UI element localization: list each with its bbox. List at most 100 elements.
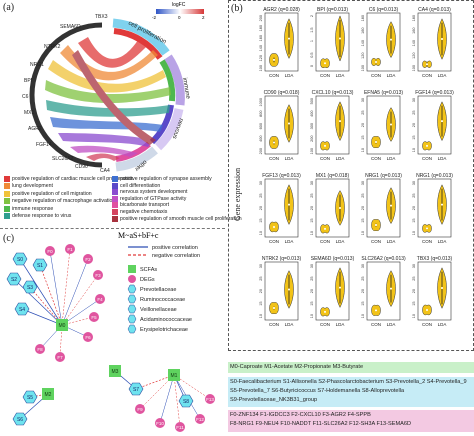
violin-median bbox=[324, 144, 326, 147]
gene-label: SEMA6D bbox=[60, 24, 81, 30]
gene-label: NTRK2 bbox=[44, 44, 61, 50]
y-tick-label: 15 bbox=[361, 136, 365, 140]
y-tick-label: 200 bbox=[259, 148, 263, 154]
deg-node-label: F2 bbox=[85, 257, 91, 262]
subplot-title: EFNA5 (q=0.013) bbox=[364, 90, 403, 96]
y-tick-label: 15 bbox=[412, 302, 416, 306]
deg-node bbox=[89, 312, 99, 322]
gene-label: C6 bbox=[22, 94, 29, 100]
deg-node bbox=[93, 270, 103, 280]
violin-panel: (b) Gene expression AGR2 (q=0.028) 200 180… bbox=[228, 0, 474, 351]
deg-node-label: F11 bbox=[176, 425, 184, 430]
violin-subplot: CA4 (q=0.013)180 160 140 120 100 CON LDA bbox=[412, 7, 452, 78]
legend-swatch bbox=[112, 182, 118, 189]
violin-median bbox=[441, 203, 443, 206]
y-tick-label: 200 bbox=[259, 15, 263, 21]
y-tick-label: 30 bbox=[361, 264, 365, 268]
panel-label-a: (a) bbox=[3, 2, 15, 13]
network-edge bbox=[13, 278, 63, 326]
term-legend-item: immune response bbox=[4, 205, 54, 212]
term-legend-item: positive regulation of smooth muscle cel… bbox=[112, 215, 242, 222]
network-panel: (c) M~aS+bF+c positive correlation negati… bbox=[0, 228, 225, 435]
panel-label-b: (b) bbox=[231, 3, 243, 14]
y-tick-label: 30 bbox=[361, 181, 365, 185]
violin-median bbox=[273, 225, 275, 228]
y-tick-label: 20 bbox=[412, 206, 416, 210]
y-tick-label: 140 bbox=[259, 45, 263, 51]
y-tick-label: 25 bbox=[361, 194, 365, 198]
x-tick-label: LDA bbox=[336, 156, 345, 161]
legend-label: positive regulation of smooth muscle cel… bbox=[120, 215, 242, 222]
deg-node-label: F6 bbox=[85, 335, 91, 340]
term-legend-item: nervous system development bbox=[112, 189, 187, 196]
legend-label: positive regulation of cardiac muscle ce… bbox=[12, 176, 134, 182]
bacteria-node-label: S4 bbox=[19, 307, 25, 313]
bacteria-node bbox=[32, 258, 48, 272]
violin-median bbox=[273, 58, 275, 61]
violin-median bbox=[426, 227, 428, 230]
bacteria-node-label: S2 bbox=[11, 277, 17, 283]
x-tick-label: LDA bbox=[285, 239, 294, 244]
subplot-title: BPI (q=0.013) bbox=[317, 7, 348, 13]
x-tick-label: LDA bbox=[387, 239, 396, 244]
color-key-tick: -2 bbox=[152, 15, 157, 20]
violin-median bbox=[390, 38, 392, 41]
subplot-title: CA4 (q=0.013) bbox=[418, 7, 451, 13]
violin-subplot: FGF13 (q=0.013) 30 25 20 15 10 CON LDA bbox=[259, 173, 301, 244]
subplot-title: FGF13 (q=0.013) bbox=[262, 173, 301, 179]
bacteria-node bbox=[12, 412, 28, 426]
violin-subplot: NTRK2 (q=0.013) 30 25 20 15 10 CON LDA bbox=[259, 256, 301, 327]
deg-node-label: F12 bbox=[196, 417, 204, 422]
gene-label: TBX3 bbox=[95, 14, 108, 20]
x-tick-label: CON bbox=[422, 322, 432, 327]
violin-subplot: BPI (q=0.013)2 1.5 1 0.5 0 CON LDA bbox=[310, 7, 350, 78]
violin-median bbox=[339, 120, 341, 123]
y-tick-label: 10 bbox=[310, 231, 314, 235]
deg-node-label: F8 bbox=[37, 347, 43, 352]
node-legend-swatch bbox=[127, 304, 137, 314]
y-tick-label: 15 bbox=[310, 302, 314, 306]
color-key-tick: 0 bbox=[178, 15, 181, 20]
gene-label: FGF14 bbox=[36, 142, 52, 148]
y-tick-label: 0 bbox=[310, 65, 314, 67]
bacteria-node bbox=[128, 382, 144, 396]
network-edge bbox=[159, 374, 175, 424]
legend-label: immune response bbox=[12, 205, 54, 212]
deg-node-label: F10 bbox=[156, 421, 164, 426]
y-tick-label: 0.5 bbox=[310, 53, 314, 58]
deg-node-label: F0 bbox=[47, 249, 53, 254]
violin-subplot: FGF14 (q=0.013) 30 25 20 15 10 CON LDA bbox=[412, 90, 454, 161]
y-tick-label: 100 bbox=[412, 65, 416, 71]
x-tick-label: LDA bbox=[336, 239, 345, 244]
x-tick-label: CON bbox=[422, 239, 432, 244]
legend-swatch bbox=[112, 215, 118, 222]
legend-swatch bbox=[4, 190, 10, 197]
x-tick-label: CON bbox=[269, 322, 279, 327]
abbreviation-legend: M0-Caproate M1-Acetate M2-Propionate M3-… bbox=[228, 356, 474, 435]
violin-median bbox=[339, 206, 341, 209]
y-tick-label: 100 bbox=[259, 65, 263, 71]
subplot-title: NRG1 (q=0.013) bbox=[416, 173, 453, 179]
x-tick-label: LDA bbox=[387, 322, 396, 327]
y-tick-label: 20 bbox=[310, 206, 314, 210]
term-band bbox=[159, 59, 176, 102]
legend-label: negative chemotaxis bbox=[120, 209, 168, 215]
violin-subplot: NRG1 (q=0.013)30 25 20 15 10 CON LDA bbox=[361, 173, 402, 244]
deg-node bbox=[45, 246, 55, 256]
y-tick-label: 15 bbox=[361, 219, 365, 223]
violin-median bbox=[441, 38, 443, 41]
arc-cell-proliferation bbox=[112, 18, 170, 56]
chord-panel: (a) logFC -2 0 2 bbox=[0, 0, 242, 225]
y-tick-label: 30 bbox=[361, 98, 365, 102]
x-tick-label: LDA bbox=[438, 73, 447, 78]
violin-median bbox=[390, 123, 392, 126]
y-tick-label: 10 bbox=[259, 314, 263, 318]
network-edge bbox=[29, 286, 63, 326]
y-tick-label: 800 bbox=[259, 111, 263, 117]
violin-median bbox=[375, 60, 377, 63]
subplot-title: NTRK2 (q=0.013) bbox=[262, 256, 302, 262]
gene-label: SLC26A2 bbox=[52, 156, 74, 162]
legend-label: negative regulation of macrophage activa… bbox=[12, 198, 116, 205]
line-legend-label: positive correlation bbox=[152, 245, 198, 251]
x-tick-label: CON bbox=[269, 73, 279, 78]
